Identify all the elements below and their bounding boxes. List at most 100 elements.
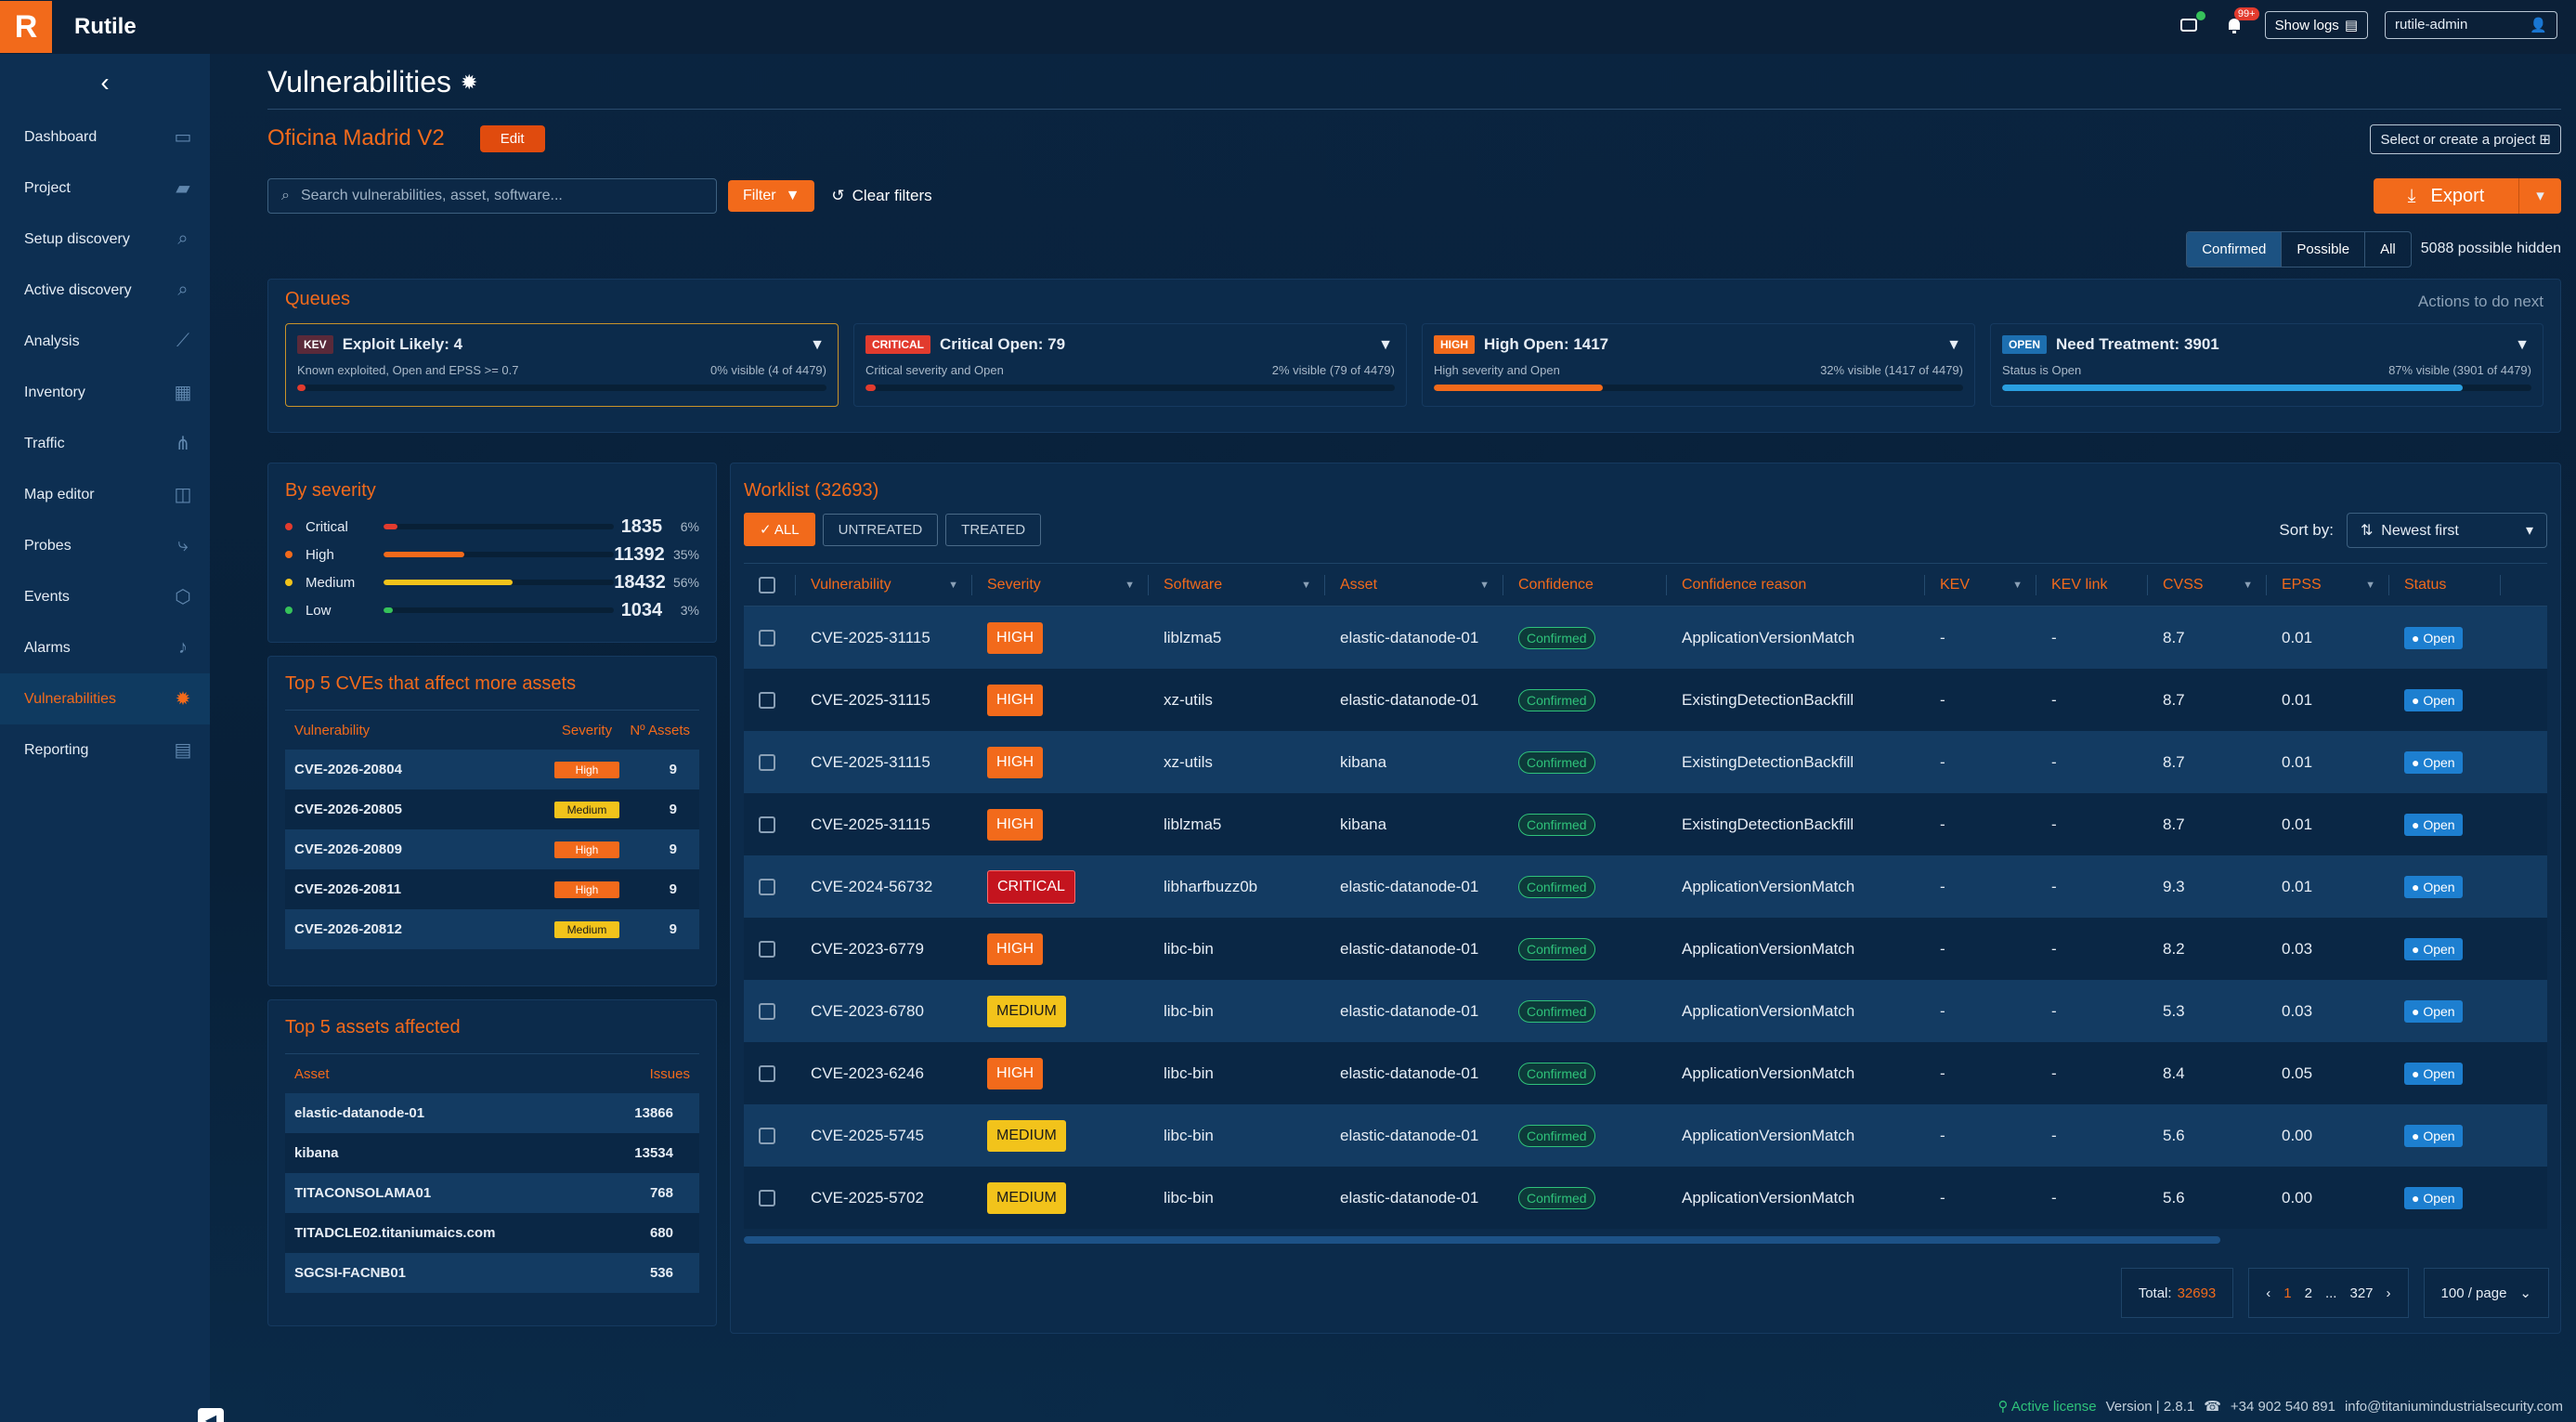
cve-id[interactable]: CVE-2026-20805 bbox=[294, 802, 402, 817]
export-button[interactable]: ⤓ Export bbox=[2374, 178, 2518, 214]
row-checkbox[interactable] bbox=[759, 878, 775, 895]
cve-link[interactable]: CVE-2025-31115 bbox=[811, 815, 930, 833]
horizontal-scrollbar[interactable] bbox=[744, 1236, 2220, 1244]
asset-name[interactable]: TITACONSOLAMA01 bbox=[294, 1185, 432, 1201]
page-number[interactable]: 2 bbox=[2304, 1285, 2312, 1301]
status-badge[interactable]: ● Open bbox=[2404, 688, 2463, 711]
column-header[interactable]: Severity ▼ bbox=[972, 574, 1149, 595]
sidebar-item-reporting[interactable]: Reporting ▤ bbox=[0, 724, 210, 776]
sidebar-item-active-discovery[interactable]: Active discovery ⌕ bbox=[0, 265, 210, 316]
queue-card[interactable]: CRITICAL Critical Open: 79 ▼ Critical sever… bbox=[853, 323, 1407, 407]
row-checkbox-cell[interactable] bbox=[744, 669, 796, 731]
table-row[interactable]: TITACONSOLAMA01 768 bbox=[285, 1173, 699, 1213]
checkbox[interactable] bbox=[759, 576, 775, 594]
table-row[interactable]: kibana 13534 bbox=[285, 1133, 699, 1173]
table-row[interactable]: CVE-2025-31115 HIGH liblzma5 elastic-datano… bbox=[744, 607, 2547, 669]
table-row[interactable]: CVE-2025-31115 HIGH xz-utils kibana Confirme… bbox=[744, 731, 2547, 793]
column-filter-icon[interactable]: ▼ bbox=[2012, 579, 2023, 591]
sidebar-item-project[interactable]: Project ▰ bbox=[0, 163, 210, 214]
tab-all[interactable]: ✓ ALL bbox=[744, 513, 815, 546]
asset-name[interactable]: SGCSI-FACNB01 bbox=[294, 1265, 407, 1281]
table-row[interactable]: CVE-2026-20812 Medium 9 bbox=[285, 909, 699, 949]
table-row[interactable]: CVE-2023-6780 MEDIUM libc-bin elastic-datan… bbox=[744, 980, 2547, 1042]
row-checkbox-cell[interactable] bbox=[744, 1167, 796, 1229]
table-row[interactable]: CVE-2026-20809 High 9 bbox=[285, 829, 699, 869]
funnel-icon[interactable]: ▼ bbox=[1946, 337, 1961, 353]
alarm-bell-icon[interactable]: 99+ bbox=[2220, 7, 2259, 39]
status-icon[interactable] bbox=[2176, 11, 2205, 39]
column-filter-icon[interactable]: ▼ bbox=[2243, 579, 2253, 591]
status-badge[interactable]: ● Open bbox=[2404, 875, 2463, 898]
email-link[interactable]: info@titaniumindustrialsecurity.com bbox=[2344, 1398, 2563, 1415]
table-row[interactable]: TITADCLE02.titaniumaics.com 680 bbox=[285, 1213, 699, 1253]
filter-button[interactable]: Filter ▼ bbox=[728, 180, 815, 212]
table-row[interactable]: CVE-2024-56732 CRITICAL libharfbuzz0b elast… bbox=[744, 855, 2547, 918]
search-input[interactable]: ⌕ Search vulnerabilities, asset, software… bbox=[267, 178, 717, 214]
cve-link[interactable]: CVE-2025-31115 bbox=[811, 752, 930, 771]
visibility-option-all[interactable]: All bbox=[2380, 241, 2396, 257]
status-badge[interactable]: ● Open bbox=[2404, 626, 2463, 649]
row-checkbox-cell[interactable] bbox=[744, 731, 796, 793]
row-checkbox[interactable] bbox=[759, 1002, 775, 1020]
clear-filters-button[interactable]: ↺ Clear filters bbox=[831, 187, 932, 204]
column-header[interactable]: CVSS ▼ bbox=[2148, 574, 2267, 595]
sidebar-item-map-editor[interactable]: Map editor ◫ bbox=[0, 469, 210, 520]
queue-card[interactable]: KEV Exploit Likely: 4 ▼ Known exploited, Op… bbox=[285, 323, 839, 407]
table-row[interactable]: CVE-2026-20804 High 9 bbox=[285, 750, 699, 789]
column-header[interactable]: EPSS ▼ bbox=[2267, 574, 2389, 595]
sidebar-item-dashboard[interactable]: Dashboard ▭ bbox=[0, 111, 210, 163]
show-logs-button[interactable]: Show logs ▤ bbox=[2264, 11, 2368, 39]
column-header[interactable]: Confidence reason bbox=[1667, 574, 1925, 595]
table-row[interactable]: CVE-2023-6779 HIGH libc-bin elastic-datanod… bbox=[744, 918, 2547, 980]
table-row[interactable]: CVE-2025-5702 MEDIUM libc-bin elastic-datan… bbox=[744, 1167, 2547, 1229]
asset-name[interactable]: TITADCLE02.titaniumaics.com bbox=[294, 1225, 496, 1241]
table-row[interactable]: CVE-2025-31115 HIGH xz-utils elastic-datano… bbox=[744, 669, 2547, 731]
column-filter-icon[interactable]: ▼ bbox=[1301, 579, 1311, 591]
column-header[interactable]: Status bbox=[2389, 574, 2501, 595]
user-menu[interactable]: rutile-admin 👤 bbox=[2385, 11, 2557, 39]
sidebar-item-setup-discovery[interactable]: Setup discovery ⌕ bbox=[0, 214, 210, 265]
row-checkbox-cell[interactable] bbox=[744, 1042, 796, 1104]
page-number[interactable]: 327 bbox=[2349, 1285, 2374, 1301]
table-row[interactable]: CVE-2023-6246 HIGH libc-bin elastic-datanod… bbox=[744, 1042, 2547, 1104]
status-badge[interactable]: ● Open bbox=[2404, 1186, 2463, 1209]
row-checkbox[interactable] bbox=[759, 629, 775, 646]
asset-name[interactable]: elastic-datanode-01 bbox=[294, 1105, 425, 1121]
next-page-icon[interactable]: › bbox=[2386, 1285, 2391, 1301]
column-filter-icon[interactable]: ▼ bbox=[2365, 579, 2375, 591]
sidebar-item-probes[interactable]: Probes ⤷ bbox=[0, 520, 210, 571]
table-row[interactable]: CVE-2026-20811 High 9 bbox=[285, 869, 699, 909]
table-row[interactable]: elastic-datanode-01 13866 bbox=[285, 1093, 699, 1133]
cve-id[interactable]: CVE-2026-20809 bbox=[294, 841, 402, 857]
column-filter-icon[interactable]: ▼ bbox=[1125, 579, 1135, 591]
sort-select[interactable]: ⇅ Newest first ▾ bbox=[2347, 513, 2547, 548]
row-checkbox[interactable] bbox=[759, 1064, 775, 1082]
sidebar-item-vulnerabilities[interactable]: Vulnerabilities ✹ bbox=[0, 673, 210, 724]
sidebar-item-traffic[interactable]: Traffic ⋔ bbox=[0, 418, 210, 469]
cve-link[interactable]: CVE-2023-6780 bbox=[811, 1001, 924, 1020]
cve-link[interactable]: CVE-2023-6246 bbox=[811, 1063, 924, 1082]
select-project-button[interactable]: Select or create a project ⊞ bbox=[2370, 124, 2561, 154]
column-header[interactable]: Confidence bbox=[1503, 574, 1667, 595]
column-header[interactable]: Vulnerability ▼ bbox=[796, 574, 972, 595]
row-checkbox[interactable] bbox=[759, 1127, 775, 1144]
row-checkbox[interactable] bbox=[759, 753, 775, 771]
row-checkbox-cell[interactable] bbox=[744, 793, 796, 855]
export-dropdown-button[interactable]: ▾ bbox=[2518, 178, 2561, 214]
table-row[interactable]: CVE-2025-5745 MEDIUM libc-bin elastic-datan… bbox=[744, 1104, 2547, 1167]
column-header[interactable]: KEV ▼ bbox=[1925, 574, 2036, 595]
asset-name[interactable]: kibana bbox=[294, 1145, 339, 1161]
app-logo[interactable]: R bbox=[0, 1, 52, 53]
cve-link[interactable]: CVE-2025-31115 bbox=[811, 628, 930, 646]
table-row[interactable]: CVE-2026-20805 Medium 9 bbox=[285, 789, 699, 829]
visibility-option-confirmed[interactable]: Confirmed bbox=[2187, 231, 2283, 267]
row-checkbox[interactable] bbox=[759, 1189, 775, 1207]
cve-link[interactable]: CVE-2025-31115 bbox=[811, 690, 930, 709]
tab-treated[interactable]: TREATED bbox=[945, 513, 1042, 546]
sidebar-item-alarms[interactable]: Alarms ♪ bbox=[0, 622, 210, 673]
row-checkbox-cell[interactable] bbox=[744, 918, 796, 980]
select-all-checkbox[interactable] bbox=[744, 574, 796, 595]
funnel-icon[interactable]: ▼ bbox=[810, 337, 825, 353]
sidebar-item-inventory[interactable]: Inventory ▦ bbox=[0, 367, 210, 418]
row-checkbox-cell[interactable] bbox=[744, 1104, 796, 1167]
